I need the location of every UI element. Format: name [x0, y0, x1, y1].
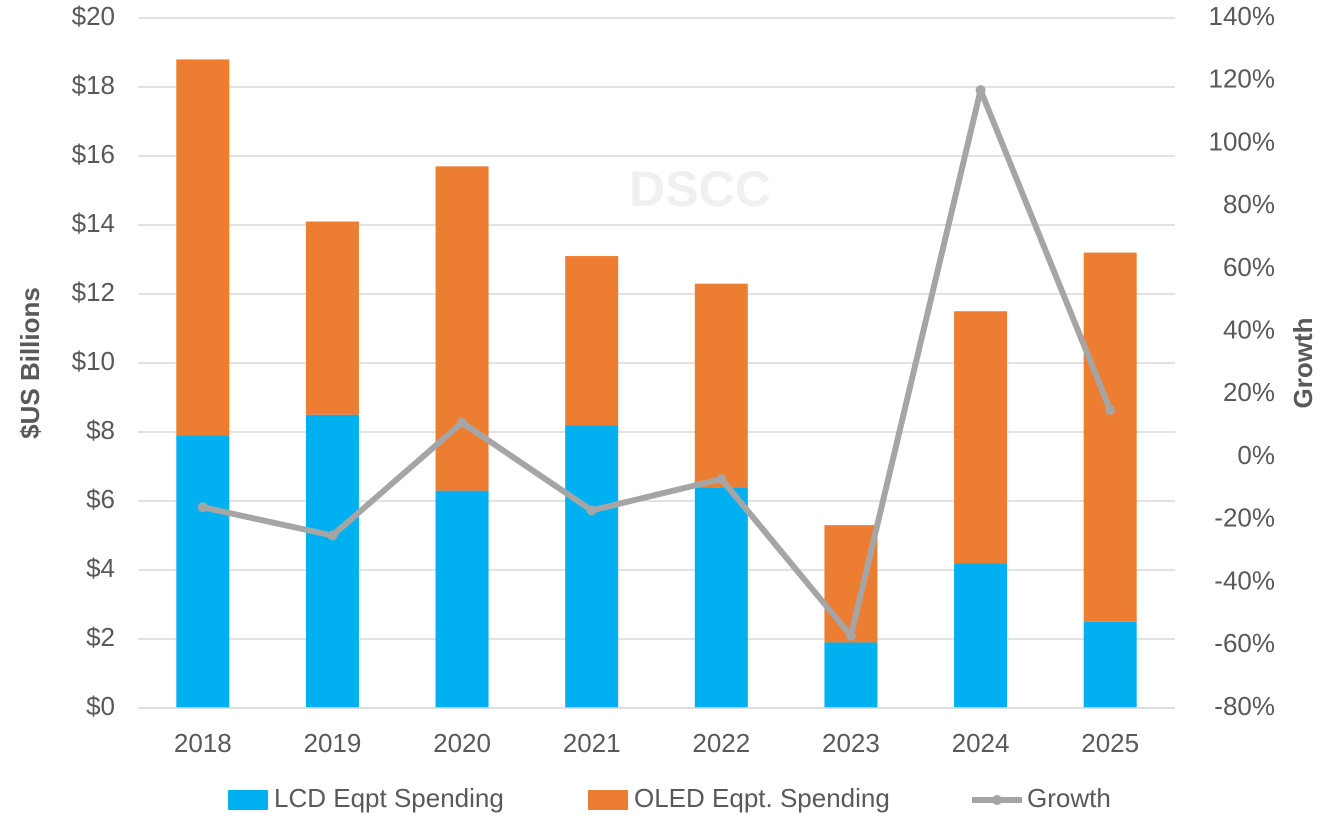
legend-swatch — [228, 790, 268, 810]
y2-tick-label: 100% — [1209, 126, 1276, 156]
y2-tick-label: 60% — [1223, 252, 1275, 282]
growth-marker — [197, 502, 208, 513]
x-tick-label: 2024 — [952, 728, 1010, 758]
y-tick-label: $10 — [72, 346, 115, 376]
y-tick-label: $0 — [86, 691, 115, 721]
y2-tick-label: -80% — [1214, 691, 1275, 721]
x-tick-label: 2023 — [822, 728, 880, 758]
y-axis-title: $US Billions — [15, 287, 45, 439]
y2-axis-title: Growth — [1288, 318, 1318, 409]
bar-segment — [176, 435, 230, 708]
bar-segment — [824, 642, 878, 708]
bar-segment — [305, 221, 359, 415]
y-tick-label: $18 — [72, 70, 115, 100]
y-tick-label: $2 — [86, 622, 115, 652]
bar-segment — [435, 490, 489, 708]
legend-swatch-marker — [992, 795, 1002, 805]
y2-tick-label: 140% — [1209, 1, 1276, 31]
y2-tick-label: 40% — [1223, 315, 1275, 345]
growth-marker — [457, 417, 468, 428]
y-tick-label: $20 — [72, 1, 115, 31]
growth-marker — [1105, 405, 1116, 416]
bar-segment — [954, 563, 1008, 708]
y-tick-label: $6 — [86, 484, 115, 514]
bar-segment — [176, 59, 230, 436]
legend-label: LCD Eqpt Spending — [274, 783, 504, 813]
bar-segment — [694, 283, 748, 488]
y-tick-label: $8 — [86, 415, 115, 445]
watermark: DSCC — [629, 161, 771, 217]
growth-marker — [975, 85, 986, 96]
y2-tick-label: 80% — [1223, 189, 1275, 219]
y2-tick-label: 0% — [1237, 440, 1275, 470]
bar-segment — [954, 311, 1008, 564]
growth-marker — [327, 530, 338, 541]
bar-segment — [565, 425, 619, 708]
growth-line — [202, 87, 1113, 639]
y-tick-label: $12 — [72, 277, 115, 307]
y2-tick-label: -20% — [1214, 503, 1275, 533]
bar-segment — [694, 487, 748, 708]
bar-segment — [565, 256, 619, 426]
y-tick-label: $4 — [86, 553, 115, 583]
x-tick-label: 2025 — [1081, 728, 1139, 758]
growth-marker — [586, 505, 597, 516]
legend-label: Growth — [1027, 783, 1111, 813]
y2-tick-label: -40% — [1214, 565, 1275, 595]
legend-label: OLED Eqpt. Spending — [634, 783, 890, 813]
x-tick-label: 2020 — [433, 728, 491, 758]
bar-segment — [1083, 252, 1137, 622]
growth-marker — [845, 630, 856, 641]
growth-marker — [716, 474, 727, 485]
x-tick-label: 2019 — [304, 728, 362, 758]
bar-segment — [1083, 621, 1137, 708]
y2-tick-label: 120% — [1209, 64, 1276, 94]
y2-tick-label: 20% — [1223, 377, 1275, 407]
x-tick-label: 2018 — [174, 728, 232, 758]
legend-swatch — [588, 790, 628, 810]
x-tick-label: 2022 — [692, 728, 750, 758]
y-tick-label: $14 — [72, 208, 115, 238]
x-tick-label: 2021 — [563, 728, 621, 758]
y2-tick-label: -60% — [1214, 628, 1275, 658]
y-tick-label: $16 — [72, 139, 115, 169]
bar-segment — [305, 414, 359, 708]
